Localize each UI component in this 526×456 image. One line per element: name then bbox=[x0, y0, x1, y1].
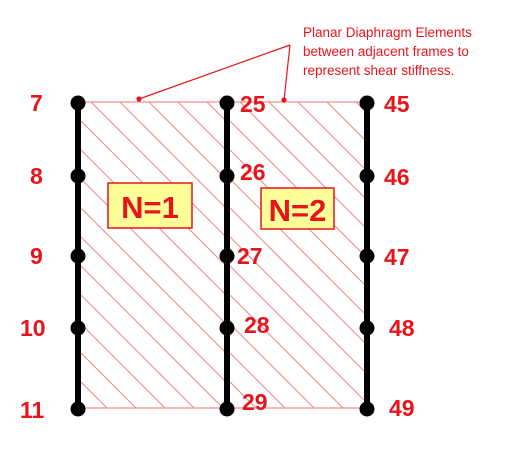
node-label-28: 28 bbox=[244, 312, 270, 338]
hatch-line bbox=[497, 102, 526, 408]
diaphragm-n2-label-box: N=2 bbox=[260, 187, 335, 230]
hatch-line bbox=[414, 102, 526, 408]
annotation-leaders bbox=[136, 44, 291, 103]
hatch-line bbox=[78, 102, 137, 408]
annotation-line-2: between adjacent frames to bbox=[303, 44, 469, 59]
diaphragm-n1-label-box: N=1 bbox=[107, 182, 193, 229]
hatch-line bbox=[439, 102, 526, 408]
hatch-line bbox=[78, 102, 227, 408]
node-9 bbox=[70, 248, 86, 264]
node-label-11: 11 bbox=[20, 397, 45, 423]
hatch-line bbox=[239, 102, 367, 408]
node-label-48: 48 bbox=[389, 315, 415, 341]
hatch-line bbox=[294, 102, 526, 408]
node-label-26: 26 bbox=[240, 159, 266, 185]
hatch-line bbox=[227, 102, 367, 408]
hatch-line bbox=[227, 102, 367, 408]
node-49 bbox=[359, 401, 375, 417]
node-28 bbox=[219, 320, 235, 336]
hatch-line bbox=[78, 102, 227, 408]
hatch-line bbox=[323, 102, 526, 408]
annotation-line-3: represent shear stiffness. bbox=[303, 63, 454, 78]
node-label-10: 10 bbox=[20, 315, 46, 341]
node-7 bbox=[70, 95, 86, 111]
hatch-line bbox=[78, 102, 227, 408]
frame-left bbox=[70, 95, 86, 417]
hatch-line bbox=[227, 102, 286, 408]
hatch-line bbox=[227, 102, 367, 408]
hatch-line bbox=[227, 102, 367, 408]
node-label-25: 25 bbox=[240, 91, 266, 117]
hatch-line bbox=[78, 102, 224, 408]
diaphragm-n2-panel bbox=[226, 101, 526, 409]
hatch-line bbox=[148, 102, 227, 408]
hatch-line bbox=[297, 102, 367, 408]
node-48 bbox=[359, 320, 375, 336]
node-label-27: 27 bbox=[237, 243, 263, 269]
hatch-line bbox=[468, 102, 526, 408]
frame-right bbox=[359, 95, 375, 417]
node-27 bbox=[219, 248, 235, 264]
node-29 bbox=[219, 401, 235, 417]
node-26 bbox=[219, 168, 235, 184]
hatch-line bbox=[501, 102, 526, 408]
hatch-line bbox=[90, 102, 227, 408]
diaphragm-n1-panel bbox=[77, 101, 526, 409]
node-10 bbox=[70, 320, 86, 336]
node-label-46: 46 bbox=[384, 164, 410, 190]
node-8 bbox=[70, 168, 86, 184]
node-label-49: 49 bbox=[389, 395, 415, 421]
hatch-line bbox=[268, 102, 367, 408]
diaphragm-n2-label: N=2 bbox=[269, 193, 327, 228]
hatch-line bbox=[78, 102, 227, 408]
node-label-8: 8 bbox=[30, 163, 43, 189]
hatch-line bbox=[352, 102, 526, 408]
hatch-line bbox=[326, 102, 367, 408]
node-45 bbox=[359, 95, 375, 111]
hatch-line bbox=[78, 102, 108, 408]
annotation-line-1: Planar Diaphragm Elements bbox=[303, 25, 472, 40]
diaphragm-n1-label: N=1 bbox=[121, 190, 179, 225]
hatch-line bbox=[355, 102, 367, 408]
hatch-line bbox=[443, 102, 526, 408]
hatch-line bbox=[78, 102, 227, 408]
hatch-line bbox=[227, 102, 367, 408]
node-11 bbox=[70, 401, 86, 417]
hatch-line bbox=[78, 102, 166, 408]
hatch-line bbox=[236, 102, 526, 408]
hatch-line bbox=[78, 102, 195, 408]
hatch-line bbox=[119, 102, 227, 408]
frame-middle bbox=[219, 95, 235, 417]
node-label-47: 47 bbox=[384, 244, 410, 270]
hatch-line bbox=[472, 102, 526, 408]
node-label-7: 7 bbox=[30, 90, 43, 116]
hatch-line bbox=[410, 102, 526, 408]
node-label-29: 29 bbox=[242, 389, 268, 415]
node-25 bbox=[219, 95, 235, 111]
node-label-9: 9 bbox=[30, 243, 43, 269]
hatch-line bbox=[227, 102, 315, 408]
node-47 bbox=[359, 248, 375, 264]
node-label-45: 45 bbox=[384, 91, 410, 117]
node-46 bbox=[359, 168, 375, 184]
hatch-line bbox=[227, 102, 344, 408]
